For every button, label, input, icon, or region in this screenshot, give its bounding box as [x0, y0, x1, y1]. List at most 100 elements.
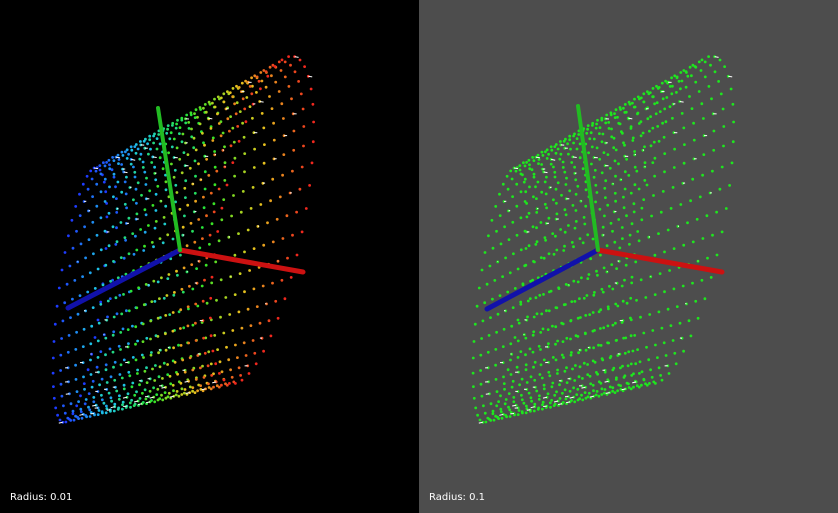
- point: [554, 342, 557, 346]
- point: [108, 163, 111, 167]
- point: [116, 180, 120, 184]
- point: [547, 370, 551, 374]
- point: [611, 323, 615, 327]
- point: [205, 214, 208, 218]
- point: [593, 291, 596, 294]
- viewport-right[interactable]: Radius: 0.1: [419, 0, 838, 513]
- point: [621, 319, 625, 322]
- point: [577, 133, 581, 136]
- point: [659, 210, 663, 214]
- point: [723, 65, 726, 68]
- normal-glyph: [620, 178, 622, 181]
- point: [276, 316, 280, 320]
- point: [565, 381, 569, 384]
- point: [193, 112, 196, 115]
- point: [524, 336, 528, 340]
- point: [134, 187, 138, 191]
- point: [83, 402, 87, 406]
- point: [501, 361, 505, 364]
- point: [543, 202, 547, 206]
- point: [180, 171, 184, 175]
- point: [103, 200, 107, 203]
- point: [707, 55, 710, 58]
- point: [495, 390, 499, 393]
- point: [119, 256, 123, 259]
- point: [79, 394, 82, 398]
- point: [479, 369, 482, 372]
- point: [531, 350, 535, 354]
- point: [135, 212, 139, 216]
- point: [112, 365, 115, 369]
- viewport-left[interactable]: Radius: 0.01: [0, 0, 419, 513]
- point: [156, 398, 160, 402]
- point: [154, 178, 158, 182]
- point: [631, 349, 635, 353]
- point: [216, 95, 220, 99]
- point: [487, 234, 490, 238]
- point: [595, 122, 598, 126]
- point: [636, 112, 639, 116]
- point: [686, 221, 689, 225]
- point: [104, 411, 108, 415]
- point: [217, 385, 221, 389]
- point: [203, 187, 207, 191]
- point: [519, 216, 523, 220]
- point: [607, 307, 610, 311]
- point: [555, 201, 558, 205]
- point: [95, 233, 99, 237]
- point: [682, 243, 686, 247]
- point: [626, 364, 630, 368]
- point: [651, 126, 655, 130]
- point: [184, 196, 187, 200]
- point: [154, 209, 158, 212]
- point: [99, 350, 103, 353]
- point: [623, 187, 627, 191]
- point: [651, 95, 655, 99]
- point: [181, 132, 185, 136]
- point: [605, 244, 609, 248]
- point: [614, 148, 618, 152]
- point: [151, 367, 154, 371]
- point: [712, 129, 716, 133]
- point: [286, 256, 289, 260]
- point: [499, 242, 503, 246]
- point: [161, 377, 164, 380]
- point: [112, 409, 116, 413]
- point: [603, 214, 606, 218]
- point: [203, 351, 207, 355]
- point: [295, 253, 299, 257]
- point: [519, 172, 523, 176]
- point: [592, 137, 596, 141]
- point: [613, 240, 617, 244]
- point: [209, 334, 213, 338]
- point: [213, 165, 217, 169]
- point: [578, 365, 582, 369]
- point: [143, 244, 146, 248]
- point: [211, 136, 215, 140]
- point: [231, 126, 235, 130]
- point: [117, 344, 121, 348]
- point: [553, 175, 557, 179]
- point: [535, 312, 539, 316]
- point: [189, 221, 193, 225]
- point: [269, 334, 273, 338]
- point: [153, 132, 156, 136]
- point: [539, 331, 543, 334]
- point: [178, 132, 181, 136]
- normal-glyph: [644, 166, 646, 168]
- point: [175, 146, 179, 150]
- normal-glyph: [553, 400, 559, 403]
- point: [112, 195, 115, 199]
- point: [530, 168, 534, 172]
- point: [60, 394, 64, 398]
- point: [185, 113, 189, 117]
- orientation-axes: [65, 106, 306, 311]
- point: [622, 141, 625, 145]
- point: [148, 189, 152, 193]
- point: [141, 166, 145, 169]
- point: [630, 275, 634, 279]
- point: [613, 112, 616, 115]
- point: [172, 394, 176, 398]
- point: [665, 96, 669, 99]
- point: [71, 409, 75, 413]
